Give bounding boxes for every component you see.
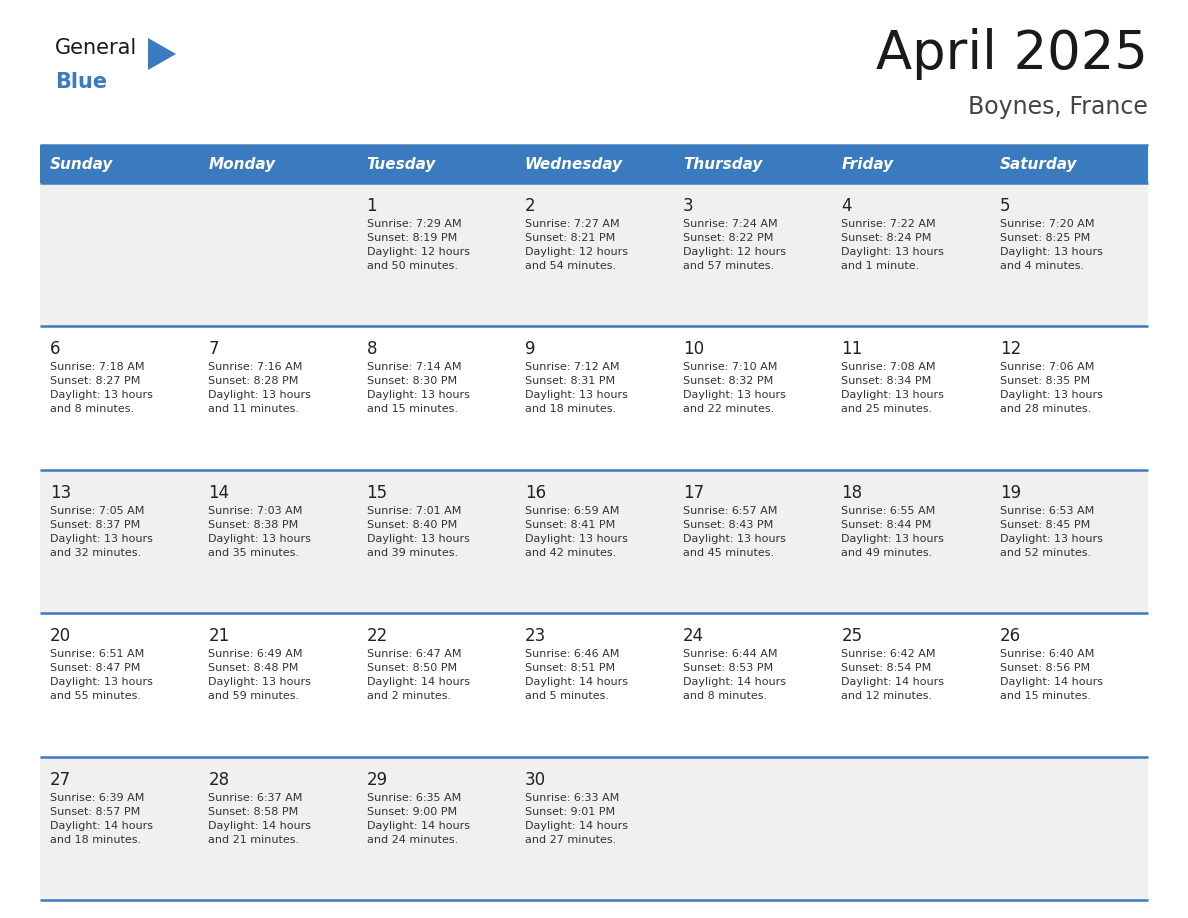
Text: April 2025: April 2025: [876, 28, 1148, 80]
Bar: [674, 145, 832, 183]
Text: Thursday: Thursday: [683, 156, 763, 172]
Text: 7: 7: [208, 341, 219, 358]
Text: Sunrise: 7:29 AM
Sunset: 8:19 PM
Daylight: 12 hours
and 50 minutes.: Sunrise: 7:29 AM Sunset: 8:19 PM Dayligh…: [367, 219, 469, 271]
Text: Sunrise: 6:47 AM
Sunset: 8:50 PM
Daylight: 14 hours
and 2 minutes.: Sunrise: 6:47 AM Sunset: 8:50 PM Dayligh…: [367, 649, 469, 701]
Bar: [40, 756, 1148, 900]
Text: 27: 27: [50, 770, 71, 789]
Text: Sunrise: 7:12 AM
Sunset: 8:31 PM
Daylight: 13 hours
and 18 minutes.: Sunrise: 7:12 AM Sunset: 8:31 PM Dayligh…: [525, 363, 627, 414]
Text: 14: 14: [208, 484, 229, 502]
Polygon shape: [148, 38, 176, 70]
Text: Sunrise: 6:55 AM
Sunset: 8:44 PM
Daylight: 13 hours
and 49 minutes.: Sunrise: 6:55 AM Sunset: 8:44 PM Dayligh…: [841, 506, 944, 558]
Text: 9: 9: [525, 341, 536, 358]
Text: General: General: [55, 38, 138, 58]
Text: Saturday: Saturday: [1000, 156, 1078, 172]
Text: Blue: Blue: [55, 72, 107, 92]
Text: 22: 22: [367, 627, 387, 645]
Text: 13: 13: [50, 484, 71, 502]
Text: Sunrise: 7:24 AM
Sunset: 8:22 PM
Daylight: 12 hours
and 57 minutes.: Sunrise: 7:24 AM Sunset: 8:22 PM Dayligh…: [683, 219, 786, 271]
Text: 4: 4: [841, 197, 852, 215]
Text: Sunrise: 7:05 AM
Sunset: 8:37 PM
Daylight: 13 hours
and 32 minutes.: Sunrise: 7:05 AM Sunset: 8:37 PM Dayligh…: [50, 506, 153, 558]
Bar: [40, 145, 198, 183]
Text: 23: 23: [525, 627, 546, 645]
Text: Sunrise: 6:53 AM
Sunset: 8:45 PM
Daylight: 13 hours
and 52 minutes.: Sunrise: 6:53 AM Sunset: 8:45 PM Dayligh…: [1000, 506, 1102, 558]
Bar: [40, 613, 1148, 756]
Bar: [40, 327, 1148, 470]
Text: Sunrise: 6:46 AM
Sunset: 8:51 PM
Daylight: 14 hours
and 5 minutes.: Sunrise: 6:46 AM Sunset: 8:51 PM Dayligh…: [525, 649, 627, 701]
Text: Sunrise: 7:03 AM
Sunset: 8:38 PM
Daylight: 13 hours
and 35 minutes.: Sunrise: 7:03 AM Sunset: 8:38 PM Dayligh…: [208, 506, 311, 558]
Text: Wednesday: Wednesday: [525, 156, 623, 172]
Bar: [990, 145, 1148, 183]
Text: Sunrise: 6:59 AM
Sunset: 8:41 PM
Daylight: 13 hours
and 42 minutes.: Sunrise: 6:59 AM Sunset: 8:41 PM Dayligh…: [525, 506, 627, 558]
Text: Sunrise: 7:14 AM
Sunset: 8:30 PM
Daylight: 13 hours
and 15 minutes.: Sunrise: 7:14 AM Sunset: 8:30 PM Dayligh…: [367, 363, 469, 414]
Text: Sunrise: 6:39 AM
Sunset: 8:57 PM
Daylight: 14 hours
and 18 minutes.: Sunrise: 6:39 AM Sunset: 8:57 PM Dayligh…: [50, 792, 153, 845]
Text: Tuesday: Tuesday: [367, 156, 436, 172]
Text: Sunrise: 6:37 AM
Sunset: 8:58 PM
Daylight: 14 hours
and 21 minutes.: Sunrise: 6:37 AM Sunset: 8:58 PM Dayligh…: [208, 792, 311, 845]
Text: Sunrise: 7:16 AM
Sunset: 8:28 PM
Daylight: 13 hours
and 11 minutes.: Sunrise: 7:16 AM Sunset: 8:28 PM Dayligh…: [208, 363, 311, 414]
Bar: [40, 183, 1148, 327]
Text: Sunrise: 7:06 AM
Sunset: 8:35 PM
Daylight: 13 hours
and 28 minutes.: Sunrise: 7:06 AM Sunset: 8:35 PM Dayligh…: [1000, 363, 1102, 414]
Text: Boynes, France: Boynes, France: [968, 95, 1148, 119]
Text: 21: 21: [208, 627, 229, 645]
Text: Sunrise: 7:01 AM
Sunset: 8:40 PM
Daylight: 13 hours
and 39 minutes.: Sunrise: 7:01 AM Sunset: 8:40 PM Dayligh…: [367, 506, 469, 558]
Bar: [832, 145, 990, 183]
Text: Sunrise: 6:35 AM
Sunset: 9:00 PM
Daylight: 14 hours
and 24 minutes.: Sunrise: 6:35 AM Sunset: 9:00 PM Dayligh…: [367, 792, 469, 845]
Text: 28: 28: [208, 770, 229, 789]
Text: 26: 26: [1000, 627, 1020, 645]
Text: 17: 17: [683, 484, 704, 502]
Text: 18: 18: [841, 484, 862, 502]
Text: Sunrise: 7:20 AM
Sunset: 8:25 PM
Daylight: 13 hours
and 4 minutes.: Sunrise: 7:20 AM Sunset: 8:25 PM Dayligh…: [1000, 219, 1102, 271]
Text: 10: 10: [683, 341, 704, 358]
Text: 8: 8: [367, 341, 377, 358]
Text: Sunrise: 7:08 AM
Sunset: 8:34 PM
Daylight: 13 hours
and 25 minutes.: Sunrise: 7:08 AM Sunset: 8:34 PM Dayligh…: [841, 363, 944, 414]
Text: 30: 30: [525, 770, 546, 789]
Text: 19: 19: [1000, 484, 1020, 502]
Text: 2: 2: [525, 197, 536, 215]
Text: Monday: Monday: [208, 156, 276, 172]
Text: Sunrise: 6:51 AM
Sunset: 8:47 PM
Daylight: 13 hours
and 55 minutes.: Sunrise: 6:51 AM Sunset: 8:47 PM Dayligh…: [50, 649, 153, 701]
Text: 20: 20: [50, 627, 71, 645]
Bar: [356, 145, 514, 183]
Text: Sunrise: 6:49 AM
Sunset: 8:48 PM
Daylight: 13 hours
and 59 minutes.: Sunrise: 6:49 AM Sunset: 8:48 PM Dayligh…: [208, 649, 311, 701]
Text: Sunday: Sunday: [50, 156, 113, 172]
Bar: [198, 145, 356, 183]
Text: Sunrise: 6:33 AM
Sunset: 9:01 PM
Daylight: 14 hours
and 27 minutes.: Sunrise: 6:33 AM Sunset: 9:01 PM Dayligh…: [525, 792, 627, 845]
Text: Friday: Friday: [841, 156, 893, 172]
Text: 11: 11: [841, 341, 862, 358]
Text: Sunrise: 7:10 AM
Sunset: 8:32 PM
Daylight: 13 hours
and 22 minutes.: Sunrise: 7:10 AM Sunset: 8:32 PM Dayligh…: [683, 363, 786, 414]
Text: 5: 5: [1000, 197, 1010, 215]
Text: Sunrise: 6:44 AM
Sunset: 8:53 PM
Daylight: 14 hours
and 8 minutes.: Sunrise: 6:44 AM Sunset: 8:53 PM Dayligh…: [683, 649, 786, 701]
Text: Sunrise: 6:42 AM
Sunset: 8:54 PM
Daylight: 14 hours
and 12 minutes.: Sunrise: 6:42 AM Sunset: 8:54 PM Dayligh…: [841, 649, 944, 701]
Text: Sunrise: 6:57 AM
Sunset: 8:43 PM
Daylight: 13 hours
and 45 minutes.: Sunrise: 6:57 AM Sunset: 8:43 PM Dayligh…: [683, 506, 786, 558]
Text: Sunrise: 7:27 AM
Sunset: 8:21 PM
Daylight: 12 hours
and 54 minutes.: Sunrise: 7:27 AM Sunset: 8:21 PM Dayligh…: [525, 219, 627, 271]
Text: 16: 16: [525, 484, 546, 502]
Text: Sunrise: 6:40 AM
Sunset: 8:56 PM
Daylight: 14 hours
and 15 minutes.: Sunrise: 6:40 AM Sunset: 8:56 PM Dayligh…: [1000, 649, 1102, 701]
Text: 29: 29: [367, 770, 387, 789]
Bar: [514, 145, 674, 183]
Text: 12: 12: [1000, 341, 1020, 358]
Text: 24: 24: [683, 627, 704, 645]
Text: 6: 6: [50, 341, 61, 358]
Text: 15: 15: [367, 484, 387, 502]
Bar: [40, 470, 1148, 613]
Text: 1: 1: [367, 197, 378, 215]
Text: Sunrise: 7:18 AM
Sunset: 8:27 PM
Daylight: 13 hours
and 8 minutes.: Sunrise: 7:18 AM Sunset: 8:27 PM Dayligh…: [50, 363, 153, 414]
Text: 3: 3: [683, 197, 694, 215]
Text: 25: 25: [841, 627, 862, 645]
Text: Sunrise: 7:22 AM
Sunset: 8:24 PM
Daylight: 13 hours
and 1 minute.: Sunrise: 7:22 AM Sunset: 8:24 PM Dayligh…: [841, 219, 944, 271]
